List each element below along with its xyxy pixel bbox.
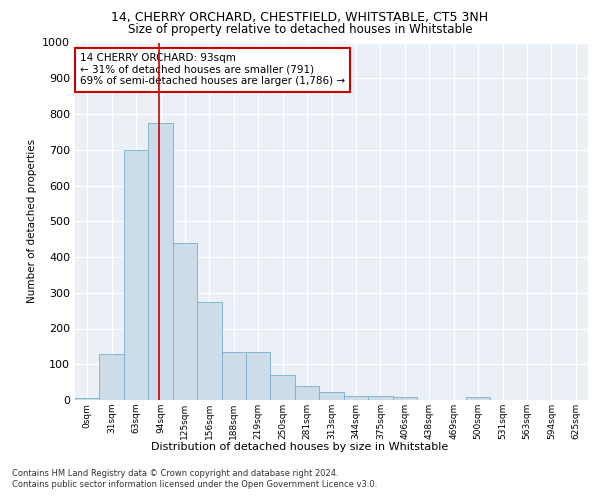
Bar [75, 398, 100, 400]
Text: Distribution of detached houses by size in Whitstable: Distribution of detached houses by size … [151, 442, 449, 452]
Text: Contains public sector information licensed under the Open Government Licence v3: Contains public sector information licen… [12, 480, 377, 489]
Text: Size of property relative to detached houses in Whitstable: Size of property relative to detached ho… [128, 22, 472, 36]
Bar [466, 397, 490, 400]
Bar [392, 397, 417, 400]
Bar [148, 123, 173, 400]
Text: 14, CHERRY ORCHARD, CHESTFIELD, WHITSTABLE, CT5 3NH: 14, CHERRY ORCHARD, CHESTFIELD, WHITSTAB… [112, 11, 488, 24]
Bar [100, 354, 124, 400]
Bar [344, 396, 368, 400]
Bar [221, 352, 246, 400]
Bar [197, 302, 221, 400]
Bar [319, 392, 344, 400]
Y-axis label: Number of detached properties: Number of detached properties [26, 139, 37, 304]
Bar [368, 396, 392, 400]
Text: Contains HM Land Registry data © Crown copyright and database right 2024.: Contains HM Land Registry data © Crown c… [12, 469, 338, 478]
Bar [246, 352, 271, 400]
Bar [124, 150, 148, 400]
Bar [173, 242, 197, 400]
Bar [295, 386, 319, 400]
Bar [271, 375, 295, 400]
Text: 14 CHERRY ORCHARD: 93sqm
← 31% of detached houses are smaller (791)
69% of semi-: 14 CHERRY ORCHARD: 93sqm ← 31% of detach… [80, 53, 345, 86]
